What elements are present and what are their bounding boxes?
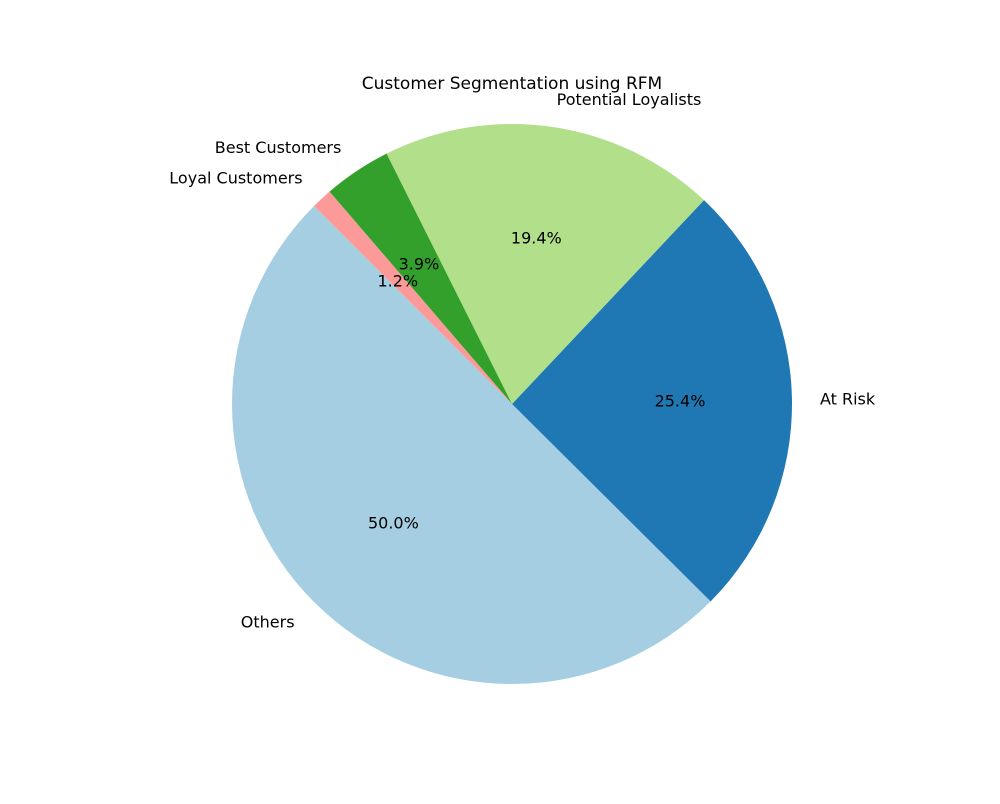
pie-slice-at-risk	[512, 200, 793, 602]
slice-label-at-risk: At Risk	[820, 389, 876, 408]
percent-label-loyal-customers: 1.2%	[377, 271, 418, 290]
slice-label-best-customers: Best Customers	[215, 138, 342, 157]
pie-slices	[232, 124, 793, 684]
pie-slice-others	[232, 206, 711, 684]
percent-label-potential-loyalists: 19.4%	[511, 228, 562, 247]
percent-label-at-risk: 25.4%	[655, 392, 706, 411]
percent-label-others: 50.0%	[368, 513, 419, 532]
slice-label-loyal-customers: Loyal Customers	[169, 169, 302, 188]
percent-label-best-customers: 3.9%	[399, 255, 440, 274]
pie-slice-potential-loyalists	[386, 124, 704, 405]
pie-slice-best-customers	[329, 153, 512, 404]
slice-label-potential-loyalists: Potential Loyalists	[557, 90, 702, 109]
pie-slice-loyal-customers	[314, 191, 512, 404]
slice-label-others: Others	[241, 613, 295, 632]
chart-title: Customer Segmentation using RFM	[362, 74, 662, 94]
pie-labels: Others 50.0% At Risk 25.4% Potential Loyalis…	[169, 90, 876, 632]
